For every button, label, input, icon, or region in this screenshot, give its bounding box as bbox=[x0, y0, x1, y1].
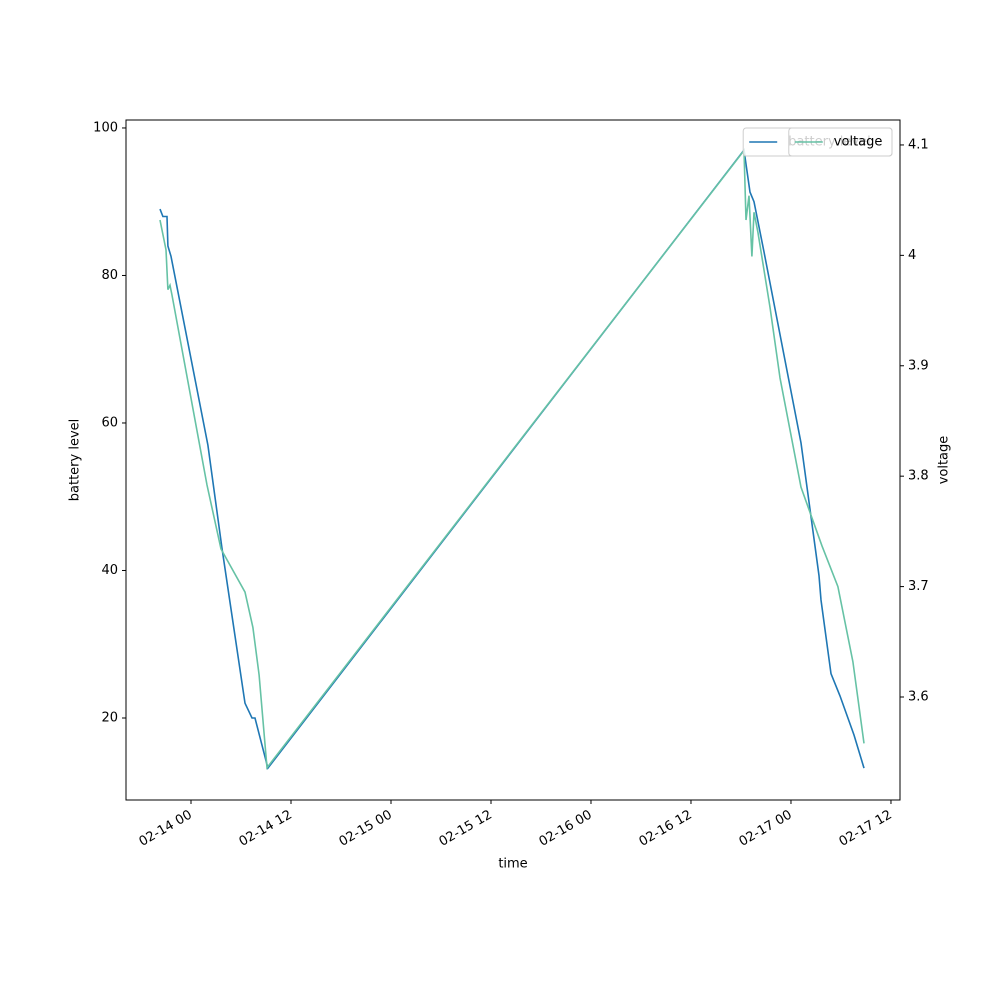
legend-label: voltage bbox=[834, 135, 883, 150]
legend: voltage bbox=[788, 127, 893, 157]
x-tick-label: 02-15 12 bbox=[437, 808, 495, 850]
x-tick-label: 02-14 00 bbox=[137, 808, 195, 850]
y2-tick-label: 3.7 bbox=[908, 579, 929, 594]
y-tick-label: 80 bbox=[101, 268, 118, 283]
legend-box bbox=[788, 127, 893, 157]
x-tick-label: 02-16 12 bbox=[637, 808, 695, 850]
y-tick-label: 40 bbox=[101, 563, 118, 578]
y2-tick-label: 3.9 bbox=[908, 358, 929, 373]
x-tick-label: 02-17 12 bbox=[837, 808, 895, 850]
x-tick-label: 02-14 12 bbox=[237, 808, 295, 850]
y-tick-label: 100 bbox=[93, 120, 118, 135]
x-tick-label: 02-17 00 bbox=[737, 808, 795, 850]
y2-tick-label: 3.6 bbox=[908, 689, 929, 704]
y2-tick-label: 4 bbox=[908, 248, 916, 263]
y2-tick-label: 3.8 bbox=[908, 469, 929, 484]
plot-frame bbox=[125, 119, 901, 801]
series-line bbox=[159, 148, 865, 770]
y2-tick-label: 4.1 bbox=[908, 137, 929, 152]
series-line bbox=[159, 148, 865, 770]
y-axis-label: battery level bbox=[68, 419, 83, 502]
x-tick-label: 02-16 00 bbox=[537, 808, 595, 850]
y2-axis-label: voltage bbox=[937, 436, 952, 485]
x-tick-label: 02-15 00 bbox=[337, 808, 395, 850]
y-tick-label: 60 bbox=[101, 415, 118, 430]
x-axis-label: time bbox=[498, 857, 527, 872]
y-tick-label: 20 bbox=[101, 710, 118, 725]
